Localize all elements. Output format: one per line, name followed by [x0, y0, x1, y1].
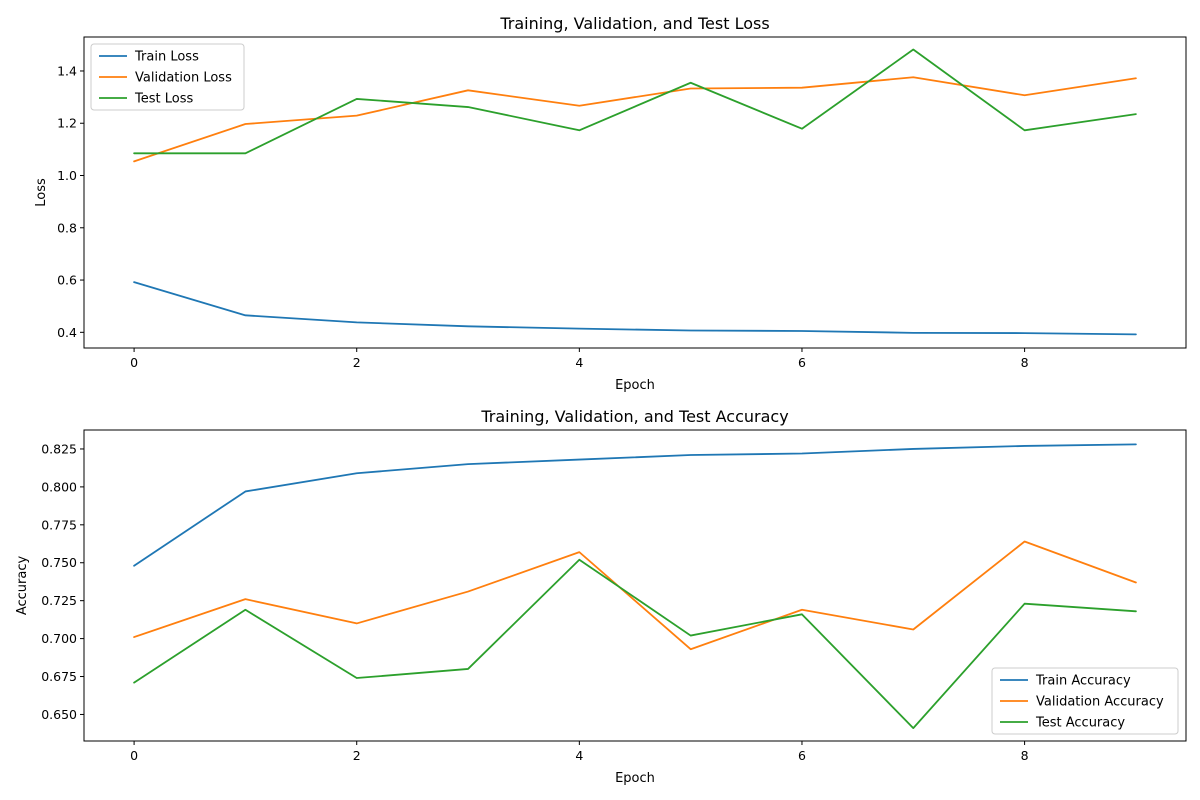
chart-panel-0: 0 2 4 6 8 0.4 0.6 0.8 1.0 1.2 1.4 Training, Validat…: [34, 14, 1187, 393]
chart-title: Training, Validation, and Test Accuracy: [480, 407, 788, 426]
y-tick-label: 0.750: [41, 555, 77, 570]
axes-frame: [83, 429, 1187, 742]
legend-entry: Validation Accuracy: [1036, 695, 1164, 710]
y-tick-label: 0.4: [57, 325, 77, 340]
y-tick-label: 0.675: [41, 669, 77, 684]
y-tick-label: 0.825: [41, 441, 77, 456]
series-line-train-accuracy: [133, 443, 1137, 567]
x-tick-label: 4: [575, 748, 583, 763]
x-tick-label: 8: [1021, 748, 1029, 763]
y-tick-label: 0.6: [57, 273, 77, 288]
legend: Train Loss Validation Loss Test Loss: [90, 43, 245, 111]
y-tick-label: 1.4: [57, 63, 77, 78]
y-tick-label: 0.8: [57, 220, 77, 235]
series-line-validation-loss: [133, 76, 1137, 163]
x-tick-label: 2: [353, 748, 361, 763]
legend-entry: Validation Loss: [135, 71, 232, 86]
series-line-validation-accuracy: [133, 540, 1137, 651]
chart-title: Training, Validation, and Test Loss: [499, 14, 769, 33]
y-tick-label: 0.800: [41, 479, 77, 494]
x-tick-label: 0: [130, 748, 138, 763]
legend: Train Accuracy Validation Accuracy Test Ac…: [991, 667, 1179, 735]
series-line-test-loss: [133, 48, 1137, 155]
legend-entry: Test Accuracy: [1035, 716, 1125, 731]
y-axis-label: Loss: [34, 178, 49, 207]
legend-entry: Train Loss: [134, 50, 199, 65]
chart-panel-1: 0 2 4 6 8 0.650 0.675 0.700 0.725 0.750 0.775 0.800…: [15, 407, 1187, 786]
series-line-train-loss: [133, 281, 1137, 336]
y-tick-label: 0.700: [41, 631, 77, 646]
series-line-test-accuracy: [133, 558, 1137, 729]
x-tick-label: 8: [1021, 355, 1029, 370]
y-tick-label: 1.2: [57, 116, 77, 131]
legend-entry: Train Accuracy: [1035, 674, 1131, 689]
y-tick-label: 0.650: [41, 707, 77, 722]
y-tick-label: 0.775: [41, 517, 77, 532]
legend-entry: Test Loss: [134, 92, 193, 107]
legend-box: [991, 667, 1179, 735]
x-axis-label: Epoch: [615, 771, 655, 786]
x-tick-label: 6: [798, 355, 806, 370]
y-tick-label: 0.725: [41, 593, 77, 608]
y-axis-label: Accuracy: [15, 556, 30, 616]
x-tick-label: 0: [130, 355, 138, 370]
x-tick-label: 2: [353, 355, 361, 370]
x-tick-label: 4: [575, 355, 583, 370]
axes-frame: [83, 36, 1187, 349]
x-tick-label: 6: [798, 748, 806, 763]
x-axis-label: Epoch: [615, 378, 655, 393]
legend-box: [90, 43, 245, 111]
y-tick-label: 1.0: [57, 168, 77, 183]
